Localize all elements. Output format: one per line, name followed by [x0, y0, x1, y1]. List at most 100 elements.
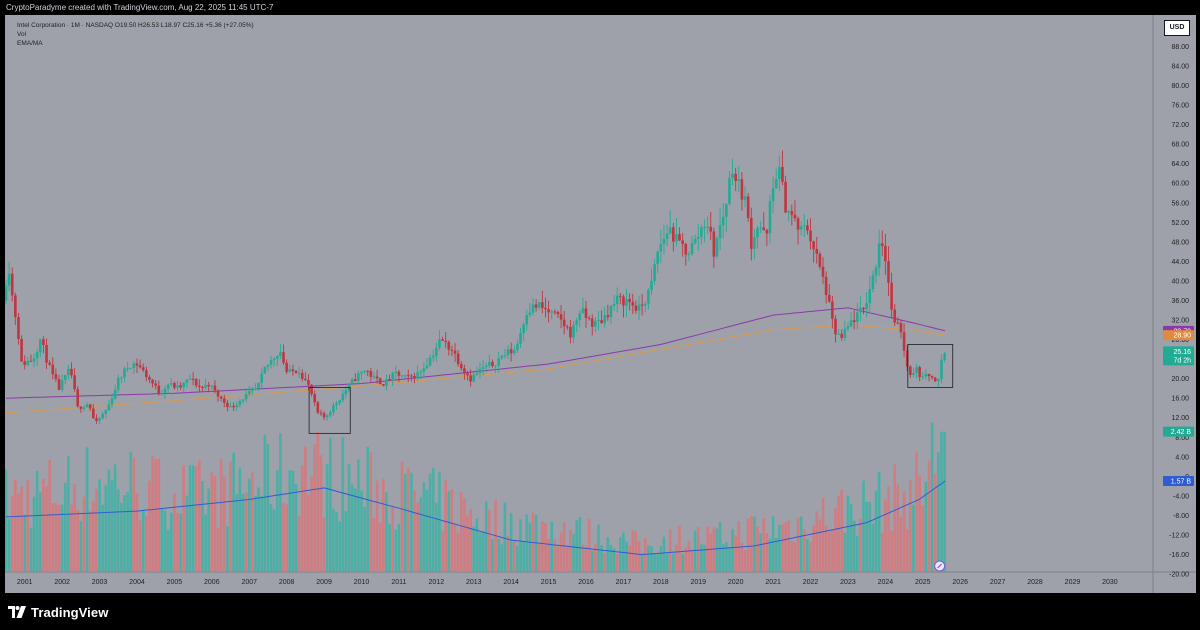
candle-body	[581, 308, 585, 314]
volume-bar	[116, 489, 120, 572]
volume-bar	[353, 488, 357, 572]
volume-bar	[335, 511, 338, 572]
volume-bar	[559, 532, 563, 572]
volume-bar	[500, 544, 504, 572]
candle-body	[5, 285, 8, 301]
time-tick-label: 2029	[1065, 579, 1081, 586]
candle-body	[104, 410, 108, 414]
volume-bar	[893, 464, 897, 572]
candle-body	[784, 181, 787, 213]
volume-bar	[385, 492, 388, 572]
volume-bar	[459, 492, 463, 572]
price-tick-label: 16.00	[1171, 396, 1189, 403]
volume-bar	[138, 520, 142, 572]
volume-bar	[693, 530, 697, 572]
volume-bar	[319, 455, 323, 572]
volume-bar	[734, 535, 737, 572]
volume-bar	[76, 510, 80, 572]
candle-body	[23, 361, 27, 365]
candle-body	[260, 373, 264, 383]
volume-bar	[912, 504, 915, 572]
volume-bar	[132, 457, 136, 572]
volume-bar	[578, 517, 582, 572]
price-tick-label: 64.00	[1171, 161, 1189, 168]
volume-bar	[899, 516, 903, 572]
volume-bar	[294, 484, 298, 572]
volume-bar	[5, 469, 8, 572]
volume-bar	[575, 520, 578, 572]
volume-bar	[675, 544, 678, 572]
price-chart[interactable]: 88.00 84.00 80.00 76.00 72.00 68.00 64.00 60.00…	[5, 15, 1196, 593]
time-tick-label: 2027	[990, 579, 1006, 586]
volume-bar	[793, 542, 797, 572]
candle-body	[662, 239, 666, 244]
candle-body	[553, 311, 557, 313]
candle-body	[921, 376, 925, 378]
candle-body	[909, 366, 912, 375]
volume-bar	[562, 522, 566, 572]
volume-bar	[51, 503, 55, 572]
ema-ma-legend[interactable]: EMA/MA	[17, 40, 43, 47]
candle-body	[725, 203, 728, 217]
price-tick-label: -12.00	[1169, 533, 1189, 540]
volume-bar	[687, 540, 691, 572]
candle-body	[612, 304, 616, 306]
volume-bar	[431, 467, 435, 572]
volume-bar	[581, 544, 585, 572]
volume-bar	[20, 486, 23, 572]
candle-body	[73, 375, 76, 390]
volume-bar	[160, 508, 164, 572]
candle-body	[173, 383, 176, 388]
volume-legend[interactable]: Vol	[17, 31, 27, 38]
candle-body	[806, 225, 809, 231]
price-tick-label: -20.00	[1169, 572, 1189, 579]
volume-bar	[466, 515, 469, 572]
time-tick-label: 2004	[129, 579, 145, 586]
volume-bar	[937, 452, 940, 572]
currency-button[interactable]: USD	[1164, 20, 1190, 36]
volume-bar	[503, 502, 507, 572]
line-ema	[5, 307, 946, 399]
candle-body	[516, 343, 519, 351]
candle-body	[198, 385, 201, 387]
time-tick-label: 2008	[279, 579, 295, 586]
volume-bar	[247, 478, 251, 572]
symbol-legend[interactable]: Intel Corporation · 1M · NASDAQ O19.50 H…	[17, 22, 254, 29]
volume-bar	[528, 522, 532, 572]
candle-body	[441, 339, 444, 341]
volume-bar	[297, 516, 301, 572]
volume-bar	[927, 460, 931, 572]
volume-bar	[39, 492, 42, 572]
volume-bar	[541, 521, 544, 572]
volume-bar	[615, 554, 619, 572]
candle-body	[622, 296, 625, 306]
volume-bar	[163, 510, 167, 572]
candle-body	[425, 365, 429, 369]
last-value-badge-price	[1163, 346, 1194, 366]
candle-body	[684, 243, 688, 255]
volume-bar	[871, 524, 875, 572]
volume-bar	[846, 495, 850, 572]
chart-area[interactable]: 88.00 84.00 80.00 76.00 72.00 68.00 64.00 60.00…	[5, 15, 1196, 593]
time-tick-label: 2028	[1027, 579, 1043, 586]
volume-bar	[10, 495, 14, 572]
candle-body	[7, 273, 11, 286]
candle-body	[859, 307, 862, 313]
volume-bar	[179, 513, 182, 572]
candle-body	[534, 304, 538, 308]
volume-bar	[23, 514, 27, 572]
candle-body	[42, 339, 45, 345]
candle-body	[519, 332, 522, 344]
time-tick-label: 2026	[952, 579, 968, 586]
volume-bar	[566, 545, 569, 572]
volume-bar	[672, 553, 675, 572]
candle-body	[241, 399, 245, 402]
volume-bar	[774, 537, 778, 572]
volume-bar	[391, 505, 394, 572]
volume-bar	[940, 431, 943, 572]
candle-body	[363, 370, 366, 372]
line-vol-ma	[5, 480, 946, 556]
volume-bar	[806, 539, 809, 572]
candle-body	[700, 227, 703, 238]
candle-body	[285, 362, 288, 372]
